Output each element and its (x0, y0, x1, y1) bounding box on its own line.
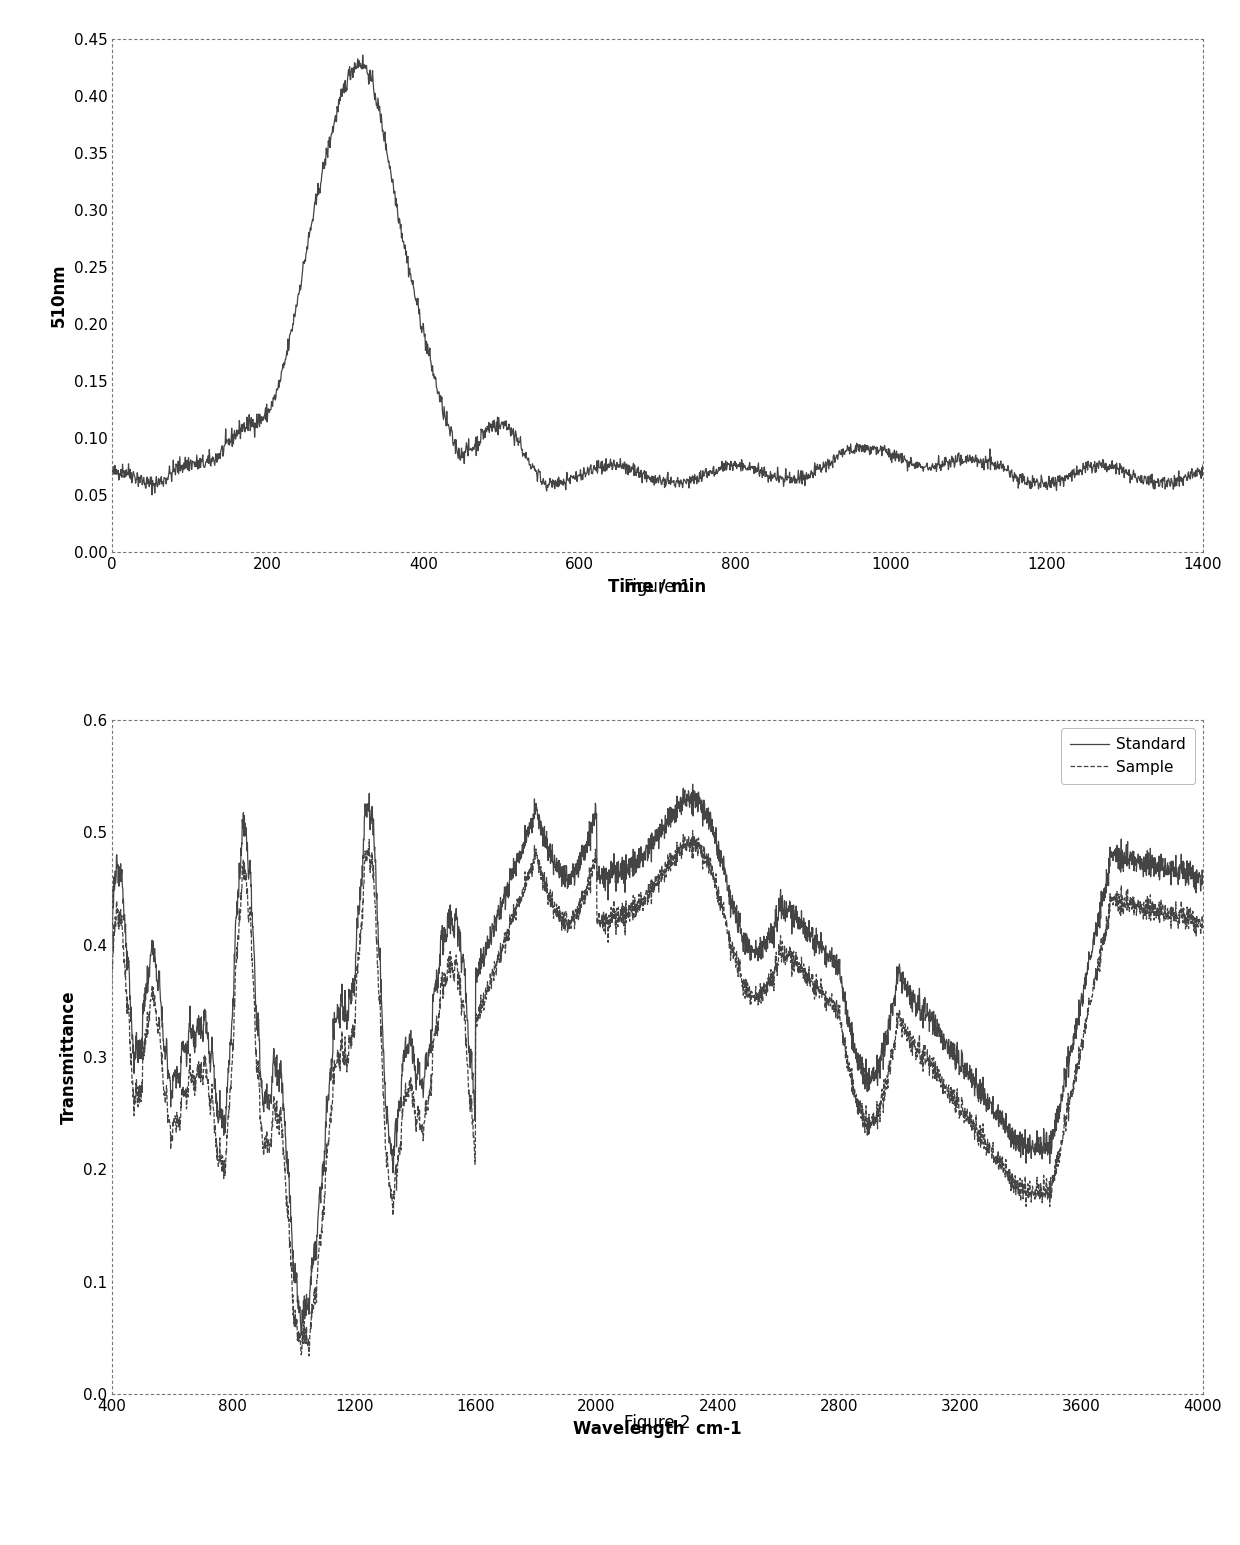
Sample (686, 822, 701, 840)
Standard (858, 1049, 873, 1068)
X-axis label: Time / min: Time / min (608, 578, 707, 596)
Y-axis label: 510nm: 510nm (50, 263, 68, 328)
Standard (294, 1326, 309, 1344)
Standard (234, 847, 249, 865)
Standard (172, 1069, 187, 1088)
Legend: Standard, Sample: Standard, Sample (1061, 728, 1195, 783)
X-axis label: Wavelength  cm-1: Wavelength cm-1 (573, 1420, 742, 1438)
Sample (444, 947, 459, 966)
Standard (1195, 870, 1210, 888)
Sample (236, 865, 250, 884)
Text: Figure 2: Figure 2 (624, 1414, 691, 1432)
Y-axis label: Transmittance: Transmittance (60, 990, 78, 1123)
Standard (444, 902, 459, 921)
Standard (104, 942, 119, 961)
Sample (858, 1097, 873, 1115)
Sample (1195, 915, 1210, 933)
Sample (234, 890, 249, 908)
Standard (686, 776, 701, 794)
Sample (104, 986, 119, 1004)
Line: Sample: Sample (112, 831, 1203, 1357)
Sample (947, 1098, 962, 1117)
Sample (301, 1347, 316, 1366)
Sample (172, 1112, 187, 1131)
Standard (947, 1055, 962, 1074)
Standard (236, 819, 250, 837)
Text: Figure 1: Figure 1 (624, 578, 691, 596)
Line: Standard: Standard (112, 785, 1203, 1335)
